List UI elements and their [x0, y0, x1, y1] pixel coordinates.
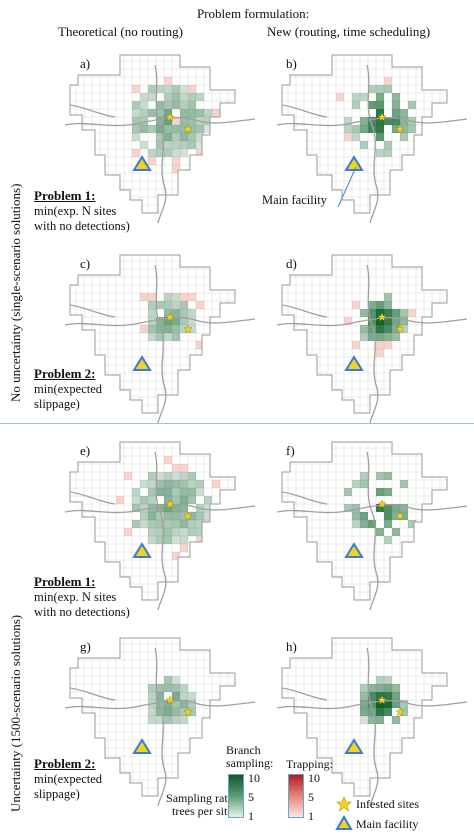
infested-site-star	[165, 499, 175, 509]
legend-text: sampling:	[226, 756, 274, 770]
infested-site-star	[377, 312, 387, 322]
infested-site-star	[183, 707, 193, 717]
main-facility-triangle	[132, 542, 152, 558]
problem-1-block-top: Problem 1: min(exp. N sites with no dete…	[34, 188, 130, 234]
legend-text: Branch	[226, 743, 261, 757]
legend-sampling-rate: Sampling rate, trees per site:	[140, 792, 236, 818]
star-icon	[336, 796, 352, 812]
problem-title: Problem 1:	[34, 188, 96, 203]
infested-site-star	[377, 499, 387, 509]
legend-branch-title: Branch sampling:	[226, 744, 273, 770]
trapping-gradient-swatch	[288, 774, 304, 818]
panel-label-b: b)	[286, 56, 297, 71]
problem-2-block-top: Problem 2: min(expected slippage)	[34, 366, 102, 412]
map-panel-a	[60, 45, 260, 225]
main-facility-triangle	[344, 738, 364, 754]
main-facility-triangle	[344, 355, 364, 371]
branch-gradient-swatch	[228, 774, 244, 818]
branch-tick: 10	[248, 771, 260, 785]
map-svg	[276, 441, 468, 611]
row-label-uncertainty: Uncertainty (1500-scenario solutions)	[8, 614, 23, 812]
problem-desc-line: min(exp. N sites	[34, 590, 117, 604]
map-panel-h	[272, 628, 472, 808]
main-facility-triangle	[132, 738, 152, 754]
problem-desc-line: slippage)	[34, 787, 80, 801]
main-facility-triangle	[344, 542, 364, 558]
infested-site-star	[165, 695, 175, 705]
panel-label-d: d)	[286, 256, 297, 271]
panel-label-c: c)	[80, 256, 91, 271]
figure-title: Problem formulation:	[197, 6, 310, 21]
problem-title: Problem 2:	[34, 756, 96, 771]
infested-site-star	[395, 124, 405, 134]
panel-label-e: e)	[80, 443, 91, 458]
problem-desc-line: slippage)	[34, 397, 80, 411]
problem-desc-line: min(exp. N sites	[34, 204, 117, 218]
legend-text: trees per site:	[172, 804, 236, 818]
map-panel-c	[60, 245, 260, 425]
legend-infested: Infested sites	[356, 797, 419, 811]
column-header-right: New (routing, time scheduling)	[267, 24, 431, 39]
map-panel-e	[60, 432, 260, 612]
infested-site-star	[165, 112, 175, 122]
problem-1-block-bottom: Problem 1: min(exp. N sites with no dete…	[34, 574, 130, 620]
row-label-no-uncertainty: No uncertainty (single-scenario solution…	[8, 183, 23, 402]
column-header-left: Theoretical (no routing)	[58, 24, 183, 39]
panel-label-h: h)	[286, 639, 297, 654]
panel-label-f: f)	[286, 443, 295, 458]
trapping-tick: 10	[308, 771, 320, 785]
panel-label-a: a)	[80, 56, 91, 71]
infested-site-star	[377, 695, 387, 705]
infested-site-star	[395, 707, 405, 717]
branch-tick: 1	[248, 809, 254, 823]
legend-facility: Main facility	[356, 817, 419, 831]
problem-title: Problem 1:	[34, 574, 96, 589]
infested-site-star	[395, 324, 405, 334]
map-svg	[276, 54, 468, 224]
problem-desc-line: with no detections)	[34, 605, 130, 619]
panel-label-g: g)	[80, 639, 91, 654]
map-svg	[64, 441, 256, 611]
main-facility-triangle	[132, 155, 152, 171]
problem-desc-line: min(expected	[34, 772, 103, 786]
map-svg	[276, 254, 468, 424]
main-facility-triangle	[132, 355, 152, 371]
map-svg	[64, 637, 256, 807]
infested-site-star	[183, 124, 193, 134]
main-facility-annotation: Main facility	[262, 193, 327, 207]
problem-desc-line: min(expected	[34, 382, 103, 396]
map-svg	[276, 637, 468, 807]
map-svg	[64, 254, 256, 424]
map-panel-f	[272, 432, 472, 612]
main-facility-triangle	[344, 155, 364, 171]
problem-title: Problem 2:	[34, 366, 96, 381]
infested-site-star	[165, 312, 175, 322]
annotation-leader-line	[337, 166, 357, 208]
legend-trapping-title: Trapping:	[286, 757, 333, 771]
branch-tick: 5	[248, 790, 254, 804]
infested-site-star	[377, 112, 387, 122]
problem-2-block-bottom: Problem 2: min(expected slippage)	[34, 756, 102, 802]
infested-site-star	[395, 511, 405, 521]
infested-site-star	[183, 511, 193, 521]
map-panel-b	[272, 45, 472, 225]
map-panel-g	[60, 628, 260, 808]
map-panel-d	[272, 245, 472, 425]
map-svg	[64, 54, 256, 224]
legend-text: Sampling rate,	[166, 791, 236, 805]
trapping-tick: 5	[308, 790, 314, 804]
section-divider	[0, 423, 474, 424]
triangle-icon	[335, 815, 353, 830]
problem-desc-line: with no detections)	[34, 219, 130, 233]
trapping-tick: 1	[308, 809, 314, 823]
infested-site-star	[183, 324, 193, 334]
